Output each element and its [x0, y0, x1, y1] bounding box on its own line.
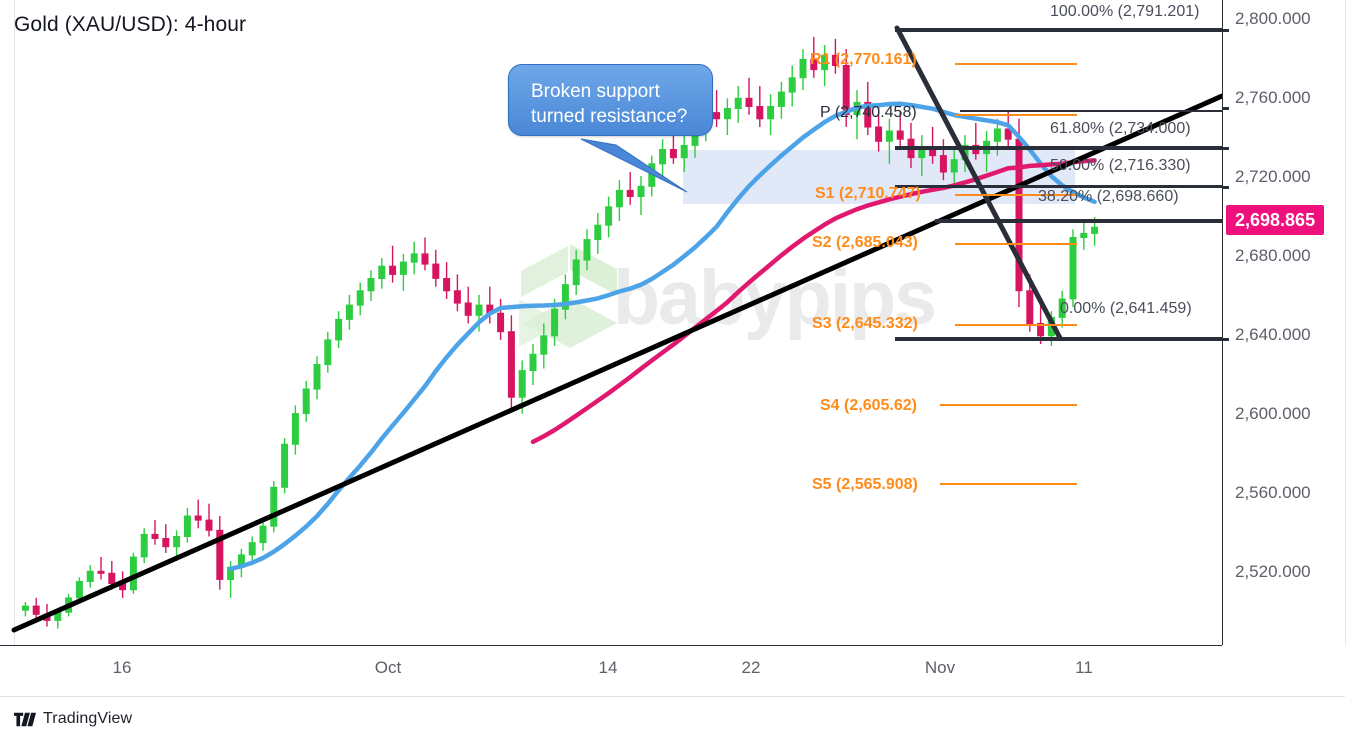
- price-tick-2760: 2,760.000: [1235, 88, 1311, 107]
- price-tick-2800: 2,800.000: [1235, 9, 1311, 28]
- pivot-label-s1: S1 (2,710.747): [815, 185, 921, 202]
- price-scale-panel[interactable]: [1223, 0, 1361, 645]
- current-price-badge: 2,698.865: [1226, 205, 1325, 235]
- y-axis-line: [1222, 0, 1223, 645]
- pivot-label-s2: S2 (2,685.043): [812, 234, 918, 251]
- price-tick-2720: 2,720.000: [1235, 167, 1311, 186]
- fib-label-000: 0.00% (2,641.459): [1060, 300, 1192, 317]
- pivot-line-s2: [955, 243, 1077, 245]
- price-tick-mark: [1222, 29, 1229, 32]
- time-tick-16: 16: [112, 658, 132, 677]
- tradingview-logo: TradingView: [14, 710, 132, 728]
- price-tick-2640: 2,640.000: [1235, 325, 1311, 344]
- annotation-text: Broken support turned resistance?: [531, 81, 688, 127]
- pivot-line-s3: [955, 324, 1077, 326]
- time-tick-14: 14: [598, 658, 618, 677]
- price-tick-mark: [1222, 147, 1229, 150]
- pivot-line-s1: [955, 194, 1077, 196]
- price-chart-plot[interactable]: babypips 100.00% (2,791.201) 61.80% (2,7…: [0, 0, 1222, 645]
- annotation-callout: Broken support turned resistance?: [508, 64, 713, 136]
- price-tick-2560: 2,560.000: [1235, 483, 1311, 502]
- page-title: Gold (XAU/USD): 4-hour: [14, 13, 247, 36]
- pivot-label-r1: R1 (2,770.161): [810, 51, 917, 68]
- time-tick-oct: Oct: [374, 658, 402, 677]
- price-tick-2600: 2,600.000: [1235, 404, 1311, 423]
- pivot-label-p: P (2,740.458): [820, 104, 917, 121]
- plot-left-border: [14, 0, 15, 645]
- price-tick-mark: [1222, 107, 1229, 110]
- time-tick-11: 11: [1075, 658, 1093, 677]
- price-tick-2520: 2,520.000: [1235, 562, 1311, 581]
- pivot-line-s4: [940, 404, 1077, 406]
- price-tick-mark: [1222, 338, 1229, 341]
- callout-tail: [580, 138, 688, 193]
- fib-line-extra: [935, 219, 1222, 223]
- fib-line-6180: [960, 110, 1222, 112]
- price-tick-mark: [1222, 186, 1229, 189]
- time-scale-bottom-border: [0, 696, 1345, 697]
- fib-line-3820: [895, 185, 1222, 188]
- tradingview-icon: [14, 712, 36, 726]
- tradingview-label: TradingView: [43, 710, 133, 727]
- x-axis-line: [0, 645, 1222, 646]
- price-scale-right-edge: [1345, 0, 1346, 645]
- pivot-line-r1: [955, 63, 1077, 65]
- pivot-label-s3: S3 (2,645.332): [812, 315, 918, 332]
- pivot-label-s5: S5 (2,565.908): [812, 476, 918, 493]
- fib-line-100: [895, 28, 1222, 32]
- fib-label-3820: 38.20% (2,698.660): [1038, 188, 1179, 205]
- price-tick-2680: 2,680.000: [1235, 246, 1311, 265]
- time-scale-panel[interactable]: [0, 646, 1361, 696]
- pivot-label-s4: S4 (2,605.62): [820, 397, 917, 414]
- fib-line-000: [895, 337, 1222, 341]
- time-tick-22: 22: [741, 658, 761, 677]
- time-tick-nov: Nov: [924, 658, 956, 677]
- pivot-line-s5: [940, 483, 1077, 485]
- pivot-line-p: [955, 114, 1077, 116]
- fib-label-5000: 50.00% (2,716.330): [1050, 157, 1191, 174]
- fib-label-100: 100.00% (2,791.201): [1050, 3, 1200, 20]
- fib-line-5000: [895, 146, 1222, 150]
- fib-label-6180: 61.80% (2,734.000): [1050, 120, 1191, 137]
